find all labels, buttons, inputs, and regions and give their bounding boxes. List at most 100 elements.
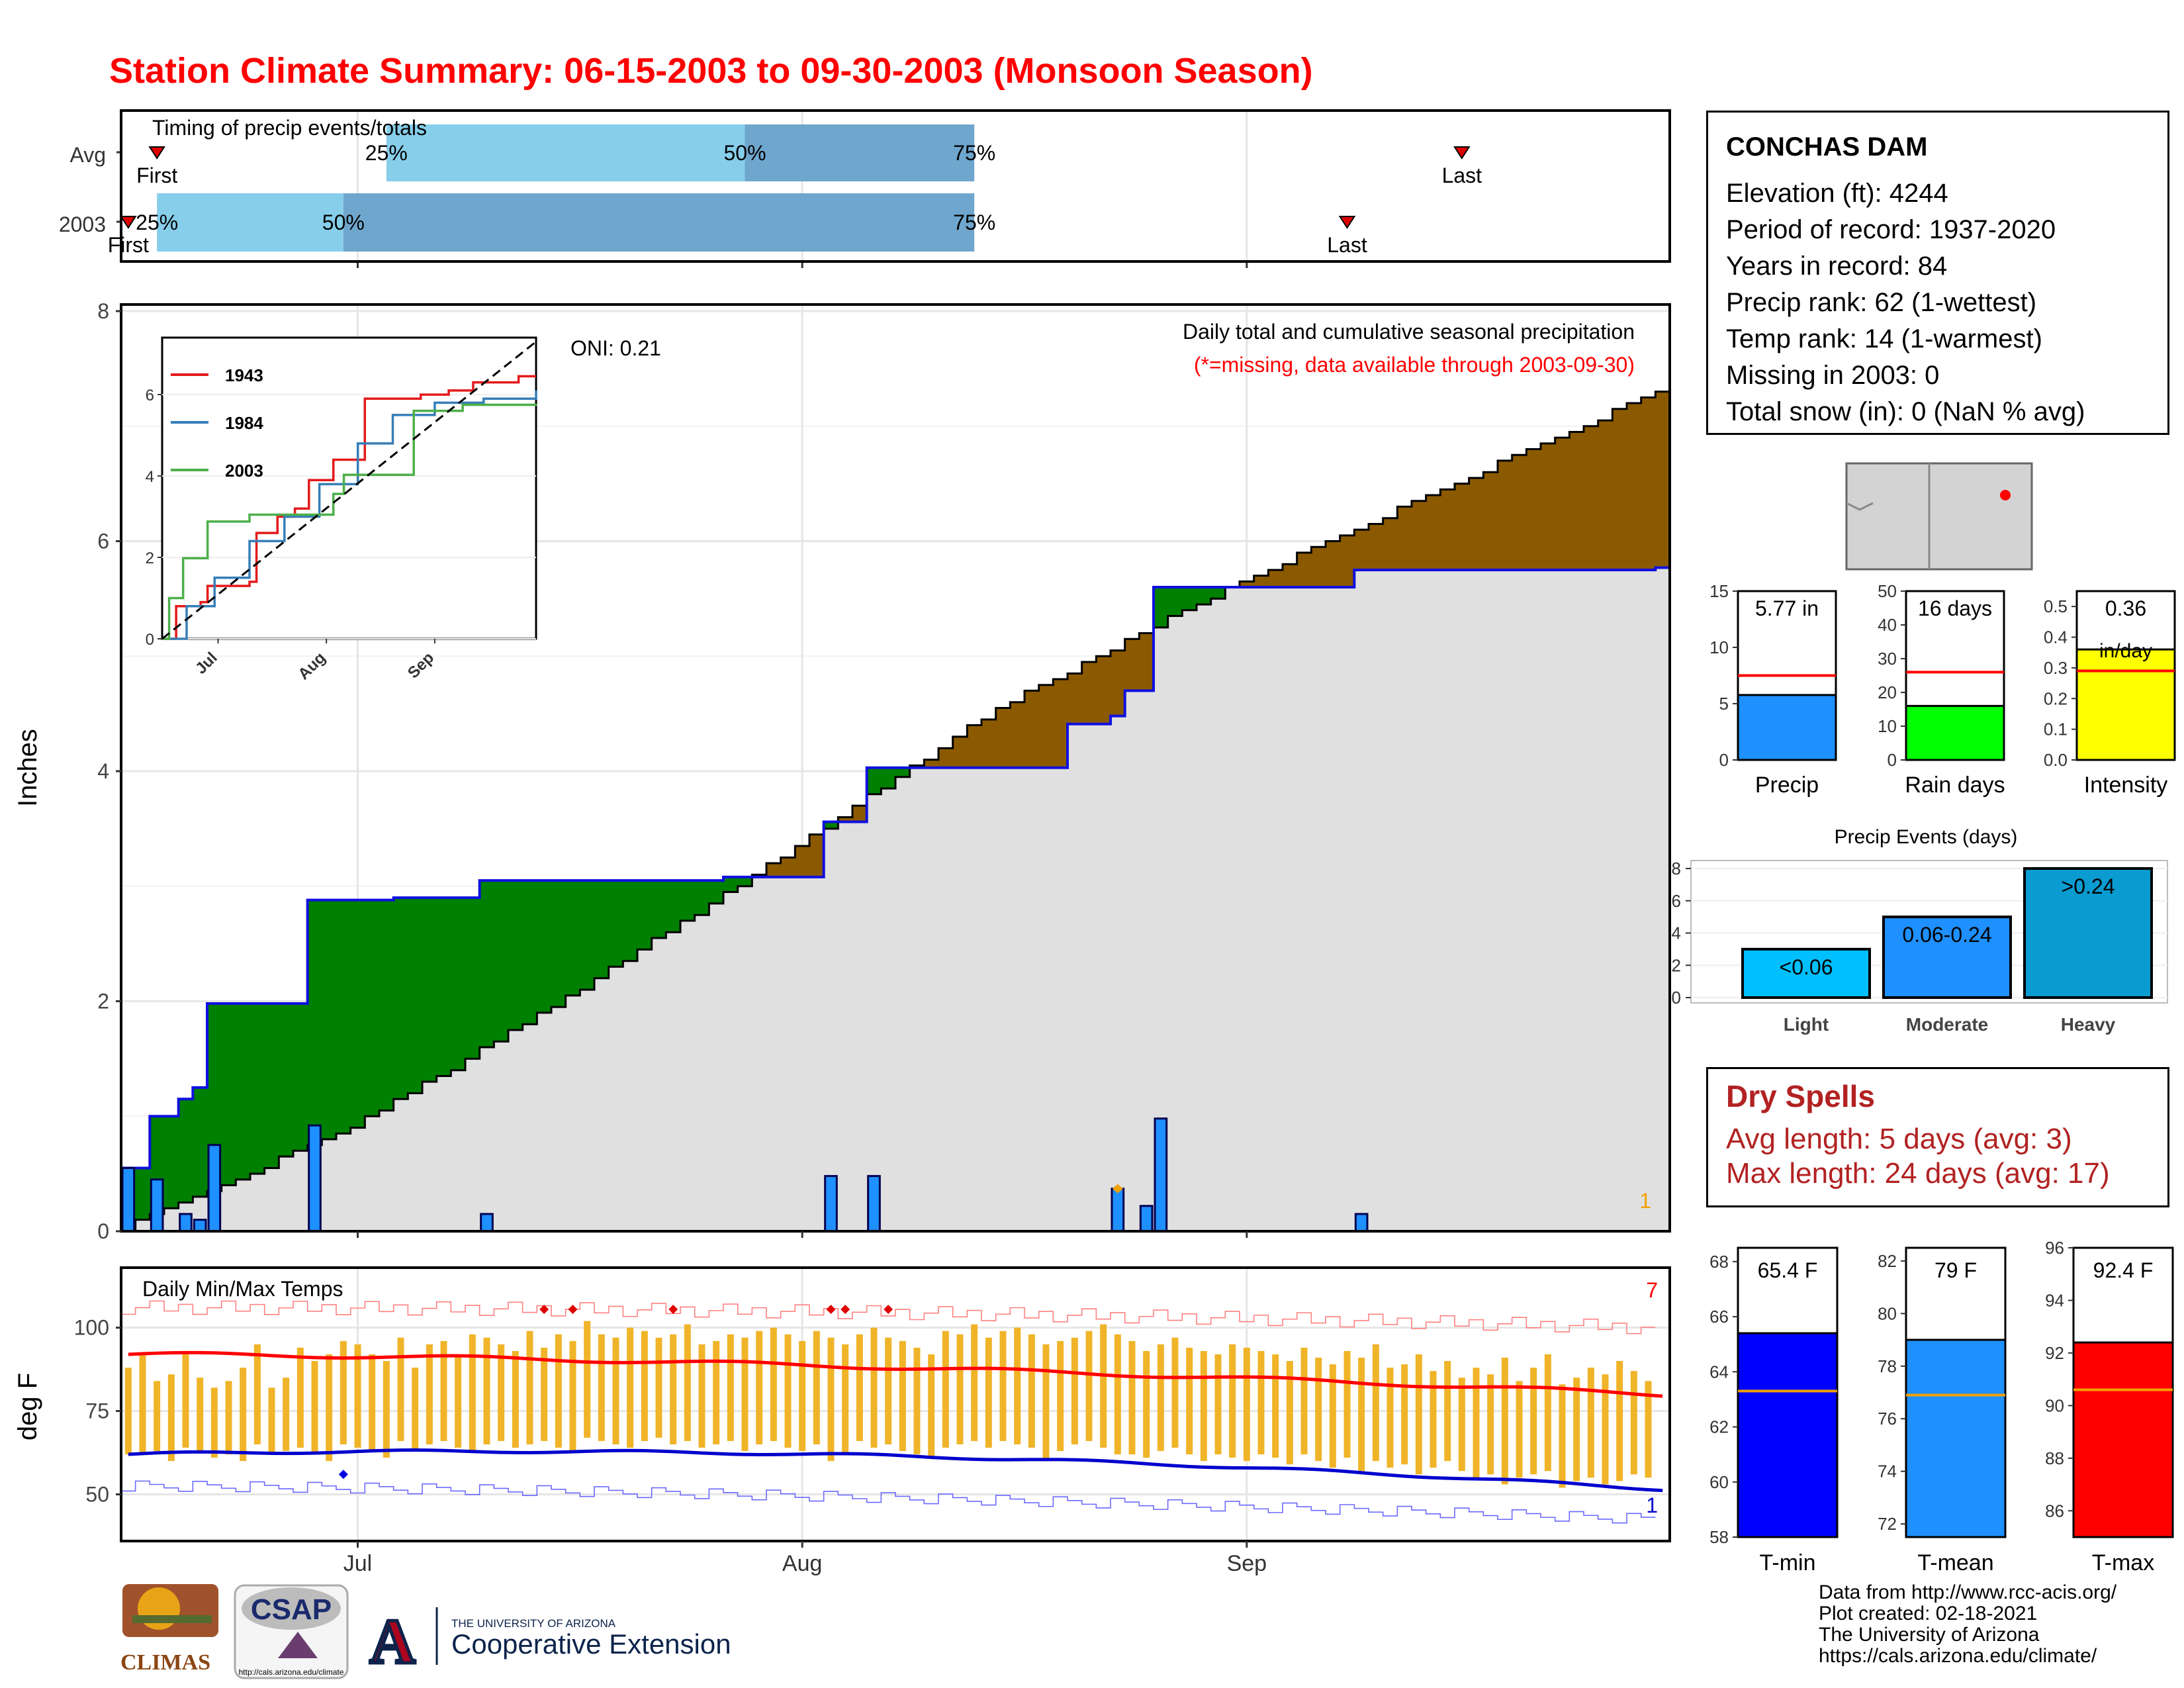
station-elevation: Elevation (ft): 4244 — [1726, 179, 1948, 208]
surplus-area-segment — [264, 1003, 279, 1168]
normal-area-segment — [938, 767, 954, 1231]
station-details: Elevation (ft): 4244 Period of record: 1… — [1726, 175, 2085, 430]
deficit-area-segment — [1268, 569, 1283, 587]
timing-bars: 25% 50% 75% First Last 25% 50% 75% First Last — [108, 124, 1482, 257]
daily-temp-bar — [397, 1337, 404, 1441]
temp-y-axis: 50 75 100 — [74, 1316, 121, 1506]
temp-panel-border — [120, 1266, 1671, 1542]
surplus-area-segment — [236, 1003, 251, 1180]
normal-area-segment — [1268, 587, 1283, 1231]
normal-area-segment — [909, 767, 925, 1231]
precip-y-axis: 0 2 4 6 8 — [97, 299, 1248, 1243]
precip-panel: 0 2 4 6 8 Inches Daily total and cumulative … — [13, 299, 1671, 1243]
normal-area-segment — [809, 876, 825, 1231]
temp-y-tick-label: 75 — [85, 1399, 109, 1423]
deficit-area-segment — [1526, 449, 1541, 570]
events-bars: 0 2 4 6 8 <0.06 Light 0.06-0.24 Moderate >0.24 Hea… — [1672, 859, 2167, 1035]
daily-temp-bar — [526, 1331, 533, 1444]
normal-area-segment — [866, 794, 882, 1231]
inset-y-tick-label: 2 — [146, 549, 154, 567]
daily-temp-bar — [555, 1334, 562, 1448]
deficit-area-segment — [1627, 403, 1642, 570]
page-title: Station Climate Summary: 06-15-2003 to 0… — [109, 51, 1313, 91]
normal-area-segment — [537, 1012, 552, 1231]
temp-summary-y-tick-label: 72 — [1878, 1514, 1897, 1534]
events-bar-label: 0.06-0.24 — [1902, 923, 1991, 947]
ua-logo-small-text: THE UNIVERSITY OF ARIZONA — [451, 1617, 616, 1630]
daily-temp-bar — [1458, 1378, 1465, 1472]
normal-area-segment — [1154, 627, 1169, 1231]
daily-temp-bar — [426, 1344, 433, 1444]
summary-bar-precip — [1737, 694, 1837, 761]
temp-summary-label-tmean: T-mean — [1917, 1550, 1993, 1575]
daily-temp-bar — [483, 1337, 490, 1444]
surplus-area-segment — [1167, 587, 1183, 616]
surplus-area-segment — [307, 900, 322, 1145]
normal-area-segment — [1010, 767, 1025, 1231]
daily-temp-bar — [1315, 1357, 1322, 1462]
deficit-area-segment — [1124, 639, 1140, 691]
inset-series-1943 — [162, 375, 536, 640]
observed-cumulative-line — [121, 566, 1670, 1170]
events-bar-label: >0.24 — [2062, 874, 2115, 898]
normal-area-segment — [594, 978, 610, 1231]
normal-area-segment — [1210, 598, 1226, 1231]
temp-summary-y-tick-label: 64 — [1709, 1362, 1729, 1382]
normal-area-segment — [1124, 690, 1140, 1231]
temp-summary-y-tick-label: 60 — [1709, 1472, 1729, 1492]
daily-temp-bar — [154, 1381, 161, 1452]
temp-summary-bar-tmax — [2072, 1341, 2174, 1538]
timing-first-label: First — [136, 164, 177, 187]
deficit-area-segment — [952, 736, 968, 768]
daily-temp-bar — [684, 1324, 691, 1441]
normal-area-segment — [465, 1058, 480, 1231]
daily-temp-bar — [1014, 1327, 1021, 1444]
daily-temp-bar — [1501, 1357, 1508, 1485]
summary-y-tick-label: 0.1 — [2044, 720, 2068, 739]
timing-panel-border — [120, 109, 1671, 263]
precip-panel-border — [120, 303, 1671, 1233]
summary-value-rain_days: 16 days — [1918, 596, 1992, 620]
events-y-tick-label: 6 — [1672, 891, 1681, 911]
daily-temp-bar — [1186, 1347, 1193, 1455]
deficit-area-segment — [1311, 547, 1326, 587]
deficit-area-segment — [766, 863, 782, 877]
daily-temp-bar — [1028, 1334, 1035, 1448]
events-y-tick-label: 0 — [1672, 988, 1681, 1008]
normal-area-segment — [1081, 724, 1097, 1231]
surplus-area-segment — [250, 1003, 265, 1174]
deficit-area-segment — [1297, 552, 1312, 587]
surplus-area-segment — [537, 880, 552, 1013]
surplus-area-segment — [608, 880, 623, 967]
normal-area-segment — [1038, 767, 1054, 1231]
record-high-envelope — [121, 1300, 1656, 1335]
normal-area-segment — [995, 767, 1011, 1231]
inset-normal-line — [161, 340, 537, 640]
surplus-area-segment — [436, 898, 451, 1076]
station-missing: Missing in 2003: 0 — [1726, 361, 1940, 390]
normal-area-segment — [1197, 604, 1212, 1231]
daily-precip-bar — [1154, 1117, 1168, 1233]
daily-precip-bar — [1111, 1188, 1125, 1233]
surplus-area-segment — [350, 900, 365, 1128]
daily-temp-bar — [182, 1350, 189, 1448]
events-y-tick-label: 8 — [1672, 859, 1681, 878]
daily-temp-bar — [1559, 1384, 1566, 1488]
csap-logo-mountain — [278, 1632, 318, 1658]
deficit-area-segment — [1240, 581, 1255, 587]
daily-temp-bar — [283, 1378, 290, 1452]
daily-temp-bar — [784, 1334, 792, 1448]
credit-date: Plot created: 02-18-2021 — [1819, 1603, 2038, 1624]
credit-source: Data from http://www.rcc-acis.org/ — [1819, 1581, 2117, 1603]
normal-area-segment — [780, 876, 796, 1231]
temp-summary-y-tick-label: 86 — [2045, 1501, 2064, 1521]
summary-y-tick-label: 0 — [1888, 750, 1897, 770]
surplus-area-segment — [709, 880, 724, 904]
daily-temp-bar — [756, 1331, 763, 1444]
normal-area-segment — [1024, 767, 1040, 1231]
daily-precip-bar — [1354, 1213, 1369, 1233]
surplus-area-segment — [1210, 587, 1226, 599]
normal-area-segment — [164, 1208, 179, 1231]
daily-temp-bar — [197, 1378, 204, 1452]
